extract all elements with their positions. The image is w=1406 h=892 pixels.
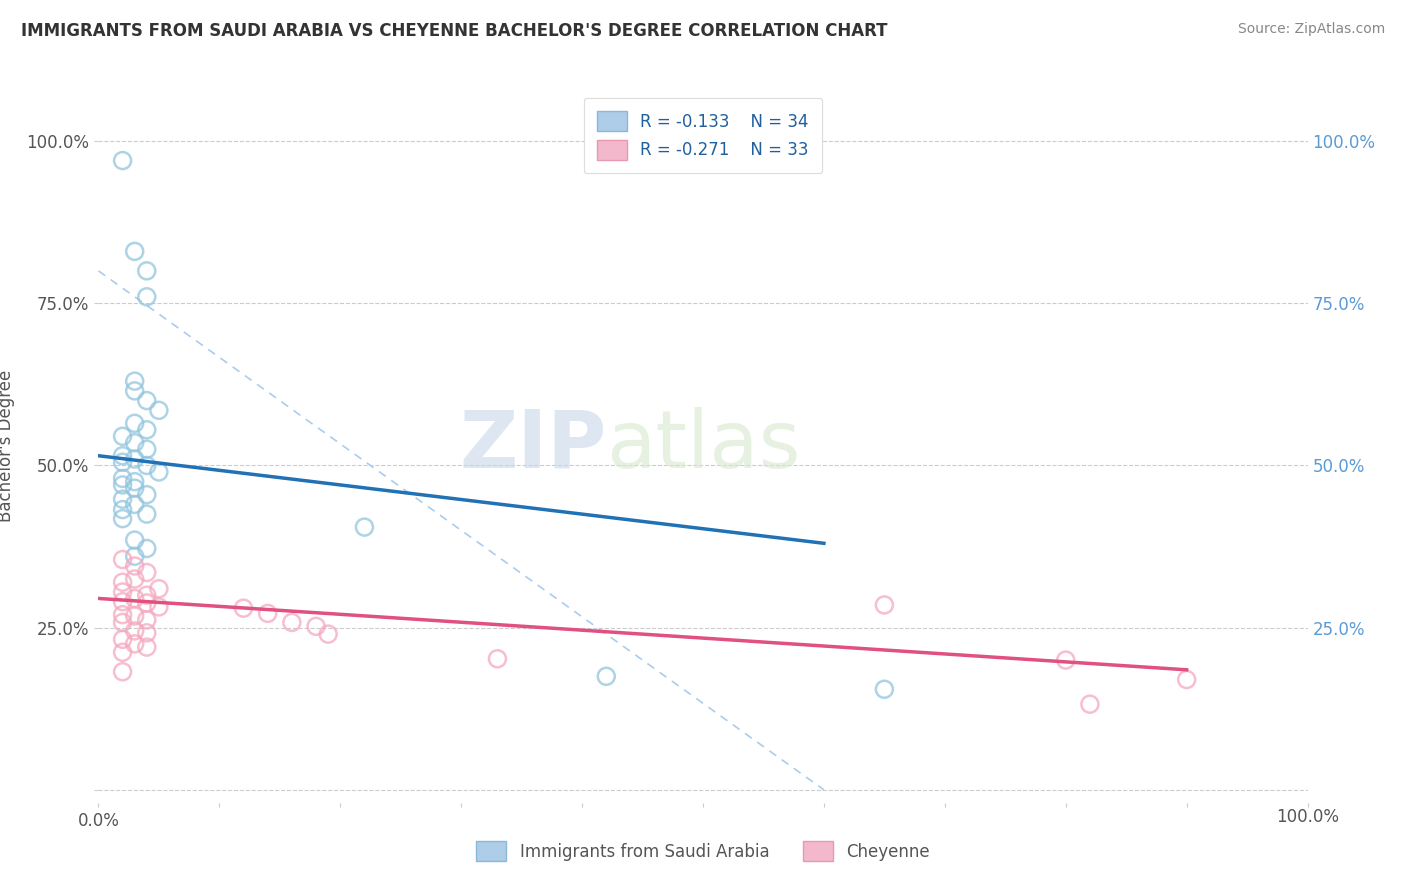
Point: [1054, 653, 1077, 667]
Text: atlas: atlas: [606, 407, 800, 485]
Point: [281, 615, 304, 630]
Point: [111, 595, 134, 609]
Text: ZIP: ZIP: [458, 407, 606, 485]
Point: [135, 625, 157, 640]
Point: [232, 601, 254, 615]
Point: [111, 471, 134, 485]
Y-axis label: Bachelor's Degree: Bachelor's Degree: [0, 370, 15, 522]
Point: [148, 403, 170, 417]
Point: [111, 585, 134, 599]
Point: [111, 153, 134, 168]
Point: [135, 423, 157, 437]
Point: [124, 549, 146, 564]
Point: [305, 619, 328, 633]
Point: [135, 264, 157, 278]
Point: [111, 502, 134, 516]
Point: [124, 481, 146, 495]
Point: [1175, 673, 1198, 687]
Point: [148, 582, 170, 596]
Point: [124, 384, 146, 398]
Point: [486, 652, 509, 666]
Point: [111, 575, 134, 590]
Legend: R = -0.133    N = 34, R = -0.271    N = 33: R = -0.133 N = 34, R = -0.271 N = 33: [583, 97, 823, 173]
Point: [135, 393, 157, 408]
Point: [135, 613, 157, 627]
Legend: Immigrants from Saudi Arabia, Cheyenne: Immigrants from Saudi Arabia, Cheyenne: [463, 828, 943, 875]
Point: [124, 637, 146, 651]
Point: [1078, 697, 1101, 711]
Point: [111, 552, 134, 566]
Text: IMMIGRANTS FROM SAUDI ARABIA VS CHEYENNE BACHELOR'S DEGREE CORRELATION CHART: IMMIGRANTS FROM SAUDI ARABIA VS CHEYENNE…: [21, 22, 887, 40]
Point: [256, 607, 278, 621]
Point: [124, 417, 146, 431]
Point: [124, 624, 146, 638]
Point: [124, 533, 146, 547]
Point: [124, 559, 146, 574]
Point: [111, 455, 134, 469]
Point: [111, 429, 134, 443]
Point: [124, 374, 146, 388]
Point: [135, 458, 157, 473]
Point: [135, 566, 157, 580]
Point: [148, 465, 170, 479]
Point: [873, 682, 896, 697]
Point: [111, 615, 134, 630]
Point: [111, 511, 134, 525]
Text: Source: ZipAtlas.com: Source: ZipAtlas.com: [1237, 22, 1385, 37]
Point: [124, 435, 146, 450]
Point: [135, 507, 157, 521]
Point: [111, 449, 134, 463]
Point: [873, 598, 896, 612]
Point: [124, 475, 146, 489]
Point: [135, 588, 157, 602]
Point: [111, 492, 134, 507]
Point: [124, 609, 146, 624]
Point: [124, 452, 146, 467]
Point: [135, 488, 157, 502]
Point: [135, 541, 157, 556]
Point: [135, 596, 157, 610]
Point: [135, 640, 157, 654]
Point: [135, 290, 157, 304]
Point: [124, 244, 146, 259]
Point: [595, 669, 617, 683]
Point: [135, 442, 157, 457]
Point: [148, 599, 170, 614]
Point: [111, 478, 134, 492]
Point: [124, 497, 146, 511]
Point: [111, 607, 134, 622]
Point: [111, 645, 134, 659]
Point: [353, 520, 375, 534]
Point: [111, 632, 134, 647]
Point: [124, 572, 146, 586]
Point: [111, 665, 134, 679]
Point: [316, 627, 339, 641]
Point: [124, 591, 146, 606]
